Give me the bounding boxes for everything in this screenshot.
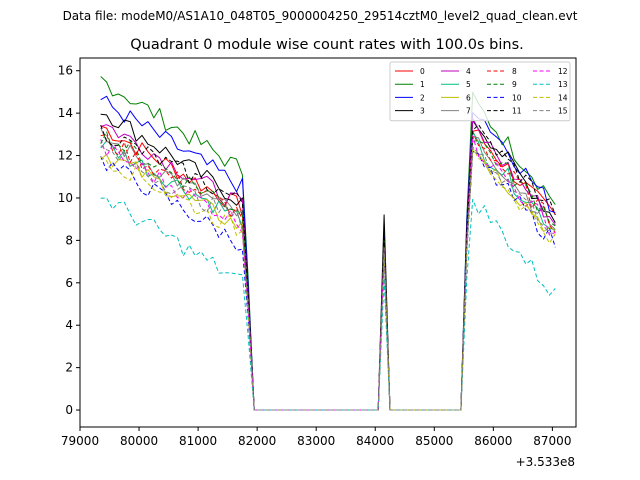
series-line-5 [100,131,556,411]
y-tick-label: 10 [58,191,73,205]
legend-label-7: 7 [466,107,471,116]
series-line-8 [100,131,556,411]
series-line-15 [100,145,556,411]
y-tick-label: 16 [58,64,73,78]
x-tick-label: 84000 [356,434,394,448]
x-offset-label: +3.533e8 [516,455,575,469]
legend-label-15: 15 [558,107,568,116]
y-tick-label: 4 [65,318,73,332]
series-lines [100,76,556,411]
figure-suptitle: Data file: modeM0/AS1A10_048T05_90000042… [63,9,578,23]
y-tick-label: 14 [58,106,73,120]
y-tick-label: 2 [65,361,73,375]
series-line-9 [100,131,556,411]
y-tick-label: 8 [65,233,73,247]
x-tick-label: 86000 [474,434,512,448]
axes-frame [79,57,577,428]
x-tick-label: 81000 [179,434,217,448]
series-line-12 [100,135,556,411]
series-line-14 [100,146,556,411]
x-tick-label: 83000 [297,434,335,448]
legend-label-5: 5 [466,80,471,89]
legend-label-9: 9 [512,80,517,89]
plot-area [100,76,556,411]
chart-title: Quadrant 0 module wise count rates with … [130,37,524,53]
series-line-2 [100,95,556,411]
series-line-13 [100,197,556,411]
legend-label-2: 2 [420,93,425,102]
legend-label-0: 0 [420,67,425,76]
legend-label-10: 10 [512,93,522,102]
x-tick-label: 85000 [415,434,453,448]
legend-label-6: 6 [466,93,471,102]
x-tick-label: 82000 [238,434,276,448]
axes: 79000 80000 81000 82000 83000 84000 85000 86000… [58,57,577,448]
x-tick-label: 87000 [533,434,571,448]
legend-label-4: 4 [466,67,471,76]
series-line-3 [100,113,556,411]
series-line-6 [100,150,556,411]
legend-label-1: 1 [420,80,425,89]
x-tick-label: 79000 [61,434,99,448]
legend-label-12: 12 [558,67,568,76]
series-line-7 [100,127,556,411]
legend-box [389,61,571,122]
legend-label-14: 14 [558,93,568,102]
legend-label-11: 11 [512,107,522,116]
y-tick-label: 6 [65,276,73,290]
y-tick-label: 12 [58,149,73,163]
legend-label-8: 8 [512,67,517,76]
legend-label-3: 3 [420,107,425,116]
y-tick-label: 0 [65,403,73,417]
x-tick-label: 80000 [120,434,158,448]
legend-label-13: 13 [558,80,568,89]
series-line-10 [100,150,556,411]
